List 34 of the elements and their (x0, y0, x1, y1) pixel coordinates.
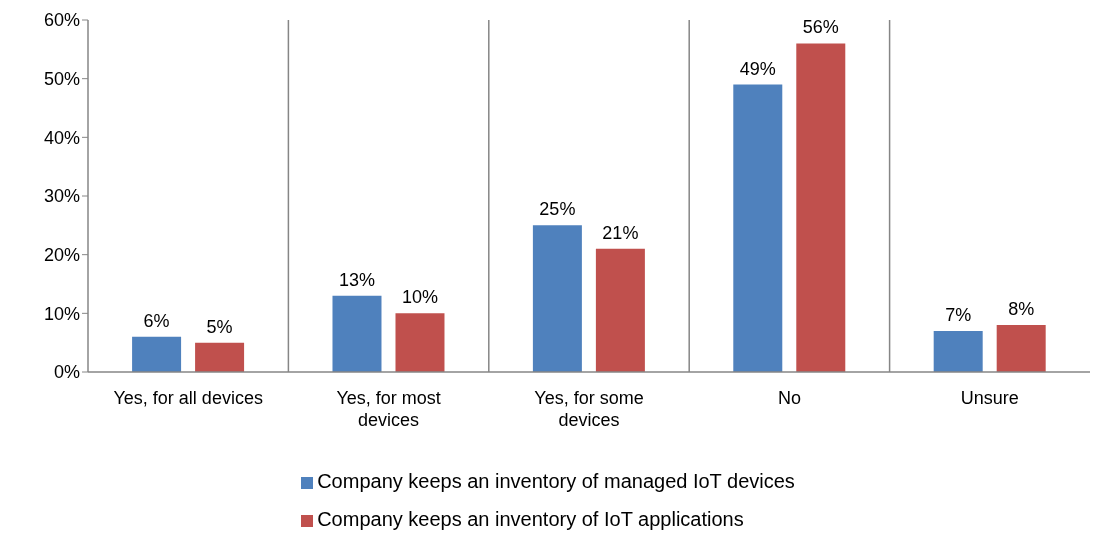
x-tick-label: No (777, 388, 801, 408)
data-label: 13% (338, 269, 375, 290)
y-tick-label: 50% (43, 69, 80, 90)
data-label: 25% (539, 199, 576, 220)
legend-label: Company keeps an inventory of IoT applications (317, 508, 744, 530)
bar (532, 225, 582, 372)
bar (195, 342, 245, 372)
data-label: 5% (206, 316, 233, 337)
bar (395, 313, 445, 372)
legend-label: Company keeps an inventory of managed IoT devices (317, 470, 795, 492)
bar (796, 43, 846, 372)
x-tick-label: Yes, for some devices (534, 388, 644, 430)
bar (332, 295, 382, 372)
bar (595, 248, 645, 372)
y-tick-label: 40% (43, 127, 80, 148)
y-tick-label: 60% (43, 10, 80, 31)
y-tick-label: 30% (43, 186, 80, 207)
x-tick-label: Yes, for most devices (336, 388, 441, 430)
data-label: 8% (1008, 299, 1035, 320)
bar (996, 325, 1046, 372)
y-tick-label: 0% (53, 362, 80, 383)
y-tick-label: 20% (43, 245, 80, 266)
data-label: 56% (802, 17, 839, 38)
data-label: 49% (739, 58, 776, 79)
data-label: 6% (143, 310, 170, 331)
bar (933, 330, 983, 372)
data-label: 10% (401, 287, 438, 308)
y-tick-label: 10% (43, 303, 80, 324)
bar (132, 336, 182, 372)
data-label: 21% (602, 222, 639, 243)
x-tick-label: Unsure (960, 388, 1019, 408)
x-tick-label: Yes, for all devices (113, 388, 263, 408)
bar (733, 84, 783, 372)
data-label: 7% (945, 304, 972, 325)
